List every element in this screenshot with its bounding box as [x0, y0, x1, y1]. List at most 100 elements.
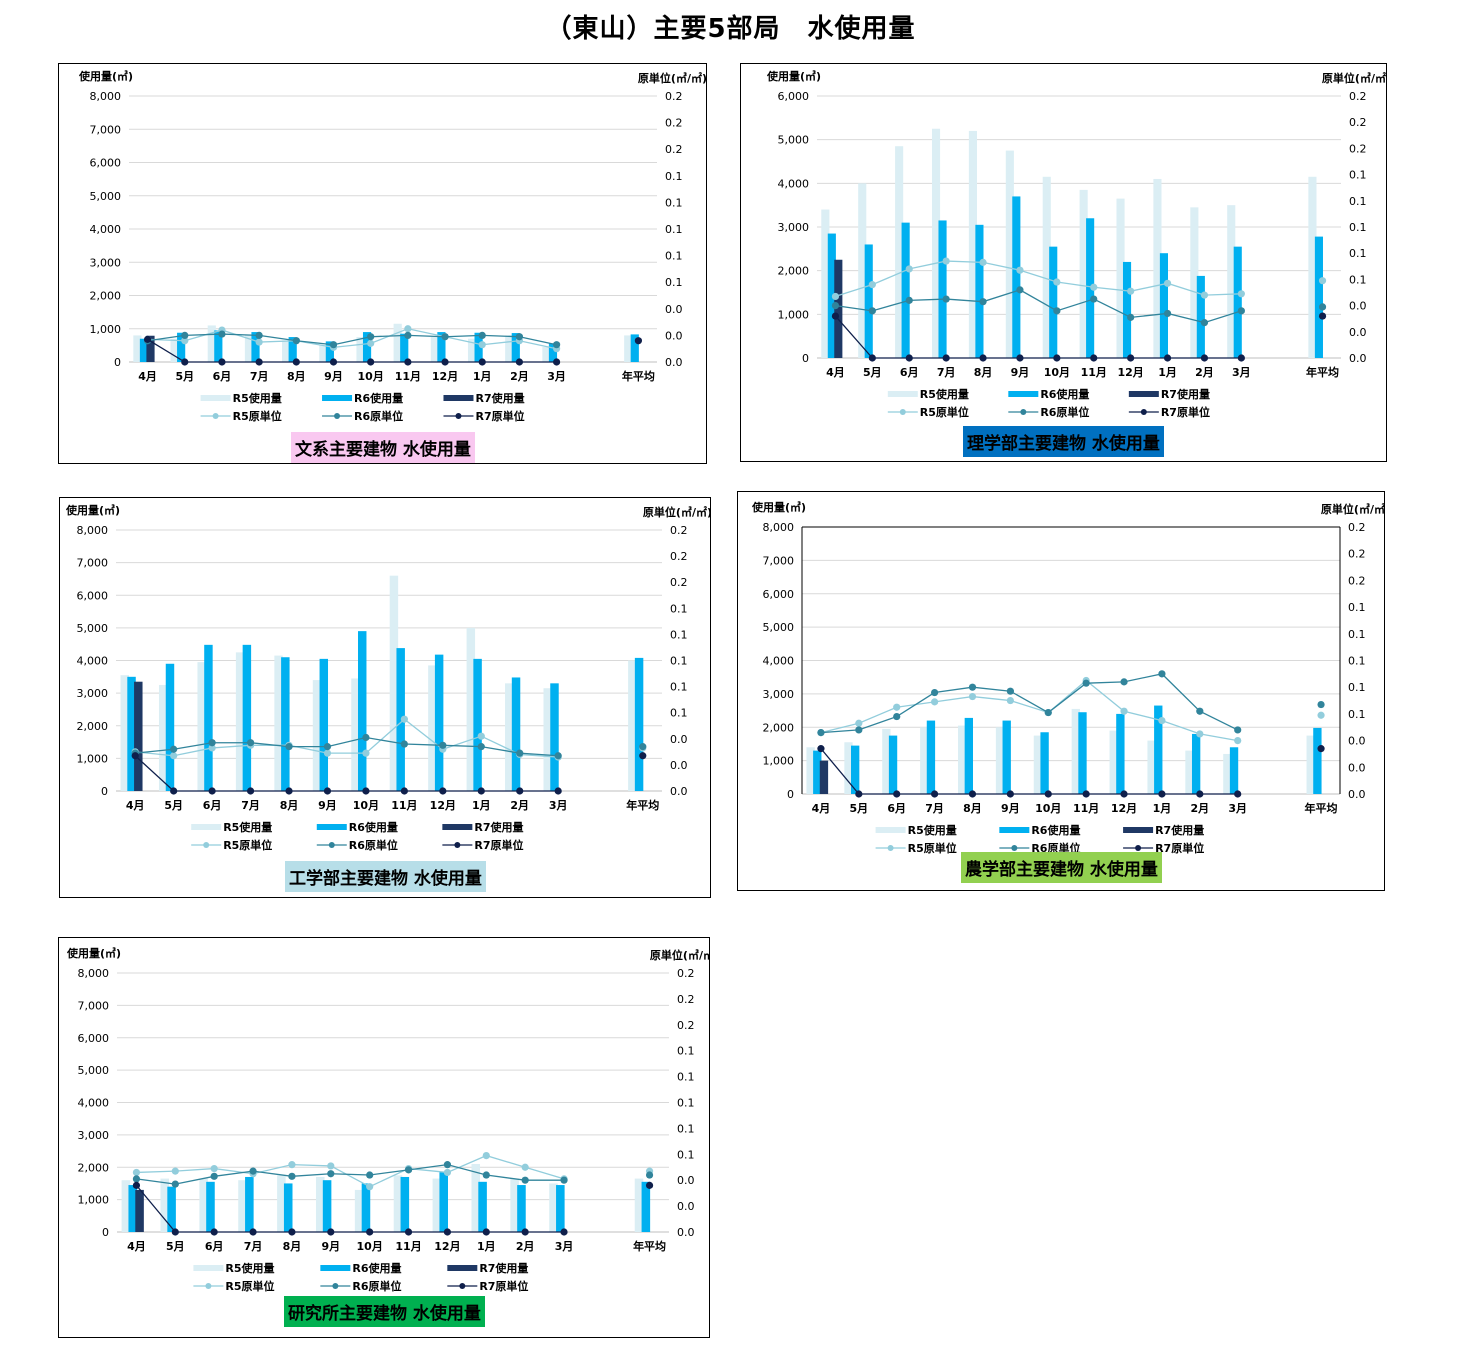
series-line [834, 315, 1242, 359]
point [1120, 790, 1128, 798]
bar [251, 332, 260, 362]
legend-label: R7原単位 [1155, 841, 1204, 855]
bar [393, 323, 402, 362]
bar [641, 1181, 651, 1232]
y-axis-label: 使用量(㎥) [766, 69, 821, 83]
y2-tick-label: 0.2 [1348, 521, 1366, 534]
x-tick-label: 7月 [937, 366, 956, 379]
y-tick-label: 2,000 [778, 265, 810, 278]
point [521, 1163, 529, 1171]
bar [274, 655, 283, 791]
series-line [835, 260, 1242, 298]
bar [393, 1175, 403, 1232]
point [905, 265, 913, 273]
point [521, 1228, 529, 1236]
point [292, 337, 300, 345]
y2-tick-label: 0.1 [1349, 247, 1367, 260]
point [1053, 354, 1061, 362]
x-tick-label: 4月 [126, 799, 145, 812]
point [1053, 307, 1061, 315]
bar [844, 742, 853, 794]
y2-tick-label: 0.0 [1348, 735, 1366, 748]
legend-swatch-marker [328, 842, 335, 848]
y-tick-label: 3,000 [778, 221, 810, 234]
bar [439, 1172, 448, 1232]
x-tick-label: 8月 [283, 1240, 302, 1253]
bar [1012, 196, 1021, 358]
point [288, 1172, 296, 1180]
point [1090, 283, 1098, 291]
bar [1223, 753, 1232, 794]
point [249, 1228, 257, 1236]
point [208, 739, 216, 747]
legend-label: R6使用量 [349, 820, 398, 834]
x-tick-label: 8月 [974, 366, 993, 379]
point [404, 325, 412, 333]
x-tick-label: 11月 [1081, 366, 1107, 379]
bar [1109, 730, 1118, 794]
point [1006, 696, 1014, 705]
point [1200, 291, 1209, 299]
point [931, 688, 939, 697]
point [1016, 266, 1024, 274]
bar [139, 338, 149, 362]
bar [354, 1189, 364, 1232]
legend-label: R7使用量 [479, 1261, 528, 1275]
y-tick-label: 3,000 [77, 687, 109, 700]
point [1158, 790, 1166, 798]
bar [510, 1178, 519, 1232]
point [255, 358, 263, 366]
series-line [147, 338, 557, 363]
point [404, 1228, 413, 1236]
bar [242, 644, 252, 791]
x-tick-label: 5月 [850, 802, 869, 815]
bar [624, 335, 633, 362]
bar [1229, 747, 1239, 794]
point [831, 312, 840, 320]
point [868, 281, 876, 289]
series-line [820, 673, 1238, 734]
y2-tick-label: 0.2 [1349, 116, 1367, 129]
y2-tick-label: 0.2 [1348, 574, 1366, 587]
y2-tick-label: 0.0 [677, 1200, 695, 1213]
point [478, 341, 486, 349]
point [482, 1151, 490, 1160]
y2-tick-label: 0.1 [670, 681, 688, 694]
point [288, 1161, 296, 1169]
legend-swatch-marker [455, 413, 462, 419]
legend-label: R6使用量 [1031, 823, 1080, 837]
point [560, 1228, 568, 1236]
x-tick-label: 3月 [555, 1240, 574, 1253]
y2-tick-label: 0.1 [670, 602, 688, 615]
bar [430, 337, 439, 362]
page-title: （東山）主要5部局 水使用量 [545, 14, 916, 44]
x-tick-label: 7月 [244, 1240, 263, 1253]
bar [819, 760, 829, 794]
bar [134, 681, 143, 791]
bar [1049, 246, 1058, 358]
point [367, 333, 375, 341]
x-tick-label: 9月 [1001, 802, 1020, 815]
point [639, 743, 647, 751]
y2-tick-label: 0.1 [665, 223, 683, 236]
series-line [135, 736, 559, 757]
point [1016, 354, 1024, 362]
y2-tick-label: 0.1 [677, 1148, 695, 1161]
y2-tick-label: 0.1 [1348, 628, 1366, 641]
bar [204, 644, 213, 791]
bar [351, 678, 360, 791]
x-tick-label: 5月 [166, 1240, 185, 1253]
point [1317, 700, 1325, 709]
point [323, 749, 332, 757]
point [1120, 707, 1128, 715]
bar [850, 745, 860, 794]
legend-swatch-marker [1135, 845, 1142, 851]
y2-tick-label: 0.1 [665, 250, 683, 263]
x-tick-label: 4月 [127, 1240, 146, 1253]
legend-swatch-marker [454, 842, 461, 848]
legend-label: R5原単位 [233, 409, 282, 423]
point [931, 790, 939, 798]
point [362, 749, 370, 757]
bar [127, 676, 136, 791]
point [327, 1228, 335, 1236]
